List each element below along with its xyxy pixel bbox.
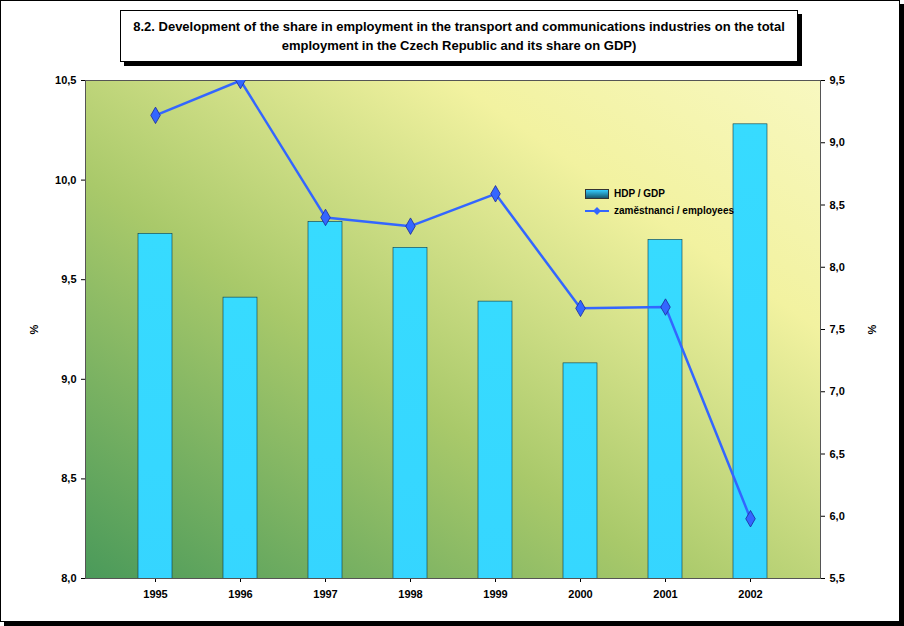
svg-text:7,5: 7,5	[830, 323, 845, 335]
svg-text:2000: 2000	[568, 588, 592, 600]
svg-text:10,0: 10,0	[55, 174, 76, 186]
svg-text:9,5: 9,5	[61, 273, 76, 285]
svg-text:1996: 1996	[228, 588, 252, 600]
svg-text:9,0: 9,0	[61, 373, 76, 385]
svg-text:1997: 1997	[313, 588, 337, 600]
svg-text:1995: 1995	[143, 588, 167, 600]
svg-text:5,5: 5,5	[830, 572, 845, 584]
html-text:zaměstnanci / employees: zaměstnanci / employees	[614, 205, 735, 216]
svg-text:1998: 1998	[398, 588, 422, 600]
svg-text:1999: 1999	[483, 588, 507, 600]
svg-text:8,5: 8,5	[61, 472, 76, 484]
html-text:8.2. Development of the share: 8.2. Development of the share in employm…	[133, 19, 785, 53]
svg-text:6,0: 6,0	[830, 510, 845, 522]
svg-text:6,5: 6,5	[830, 448, 845, 460]
svg-text:8,0: 8,0	[61, 572, 76, 584]
svg-text:8,0: 8,0	[830, 261, 845, 273]
svg-text:10,5: 10,5	[55, 74, 76, 86]
svg-text:7,0: 7,0	[830, 385, 845, 397]
svg-text:2001: 2001	[653, 588, 677, 600]
html-text:HDP / GDP: HDP / GDP	[614, 188, 665, 199]
svg-text:%: %	[28, 324, 40, 334]
svg-text:%: %	[866, 324, 878, 334]
svg-text:2002: 2002	[738, 588, 762, 600]
svg-text:8,5: 8,5	[830, 199, 845, 211]
svg-text:9,0: 9,0	[830, 136, 845, 148]
svg-text:9,5: 9,5	[830, 74, 845, 86]
